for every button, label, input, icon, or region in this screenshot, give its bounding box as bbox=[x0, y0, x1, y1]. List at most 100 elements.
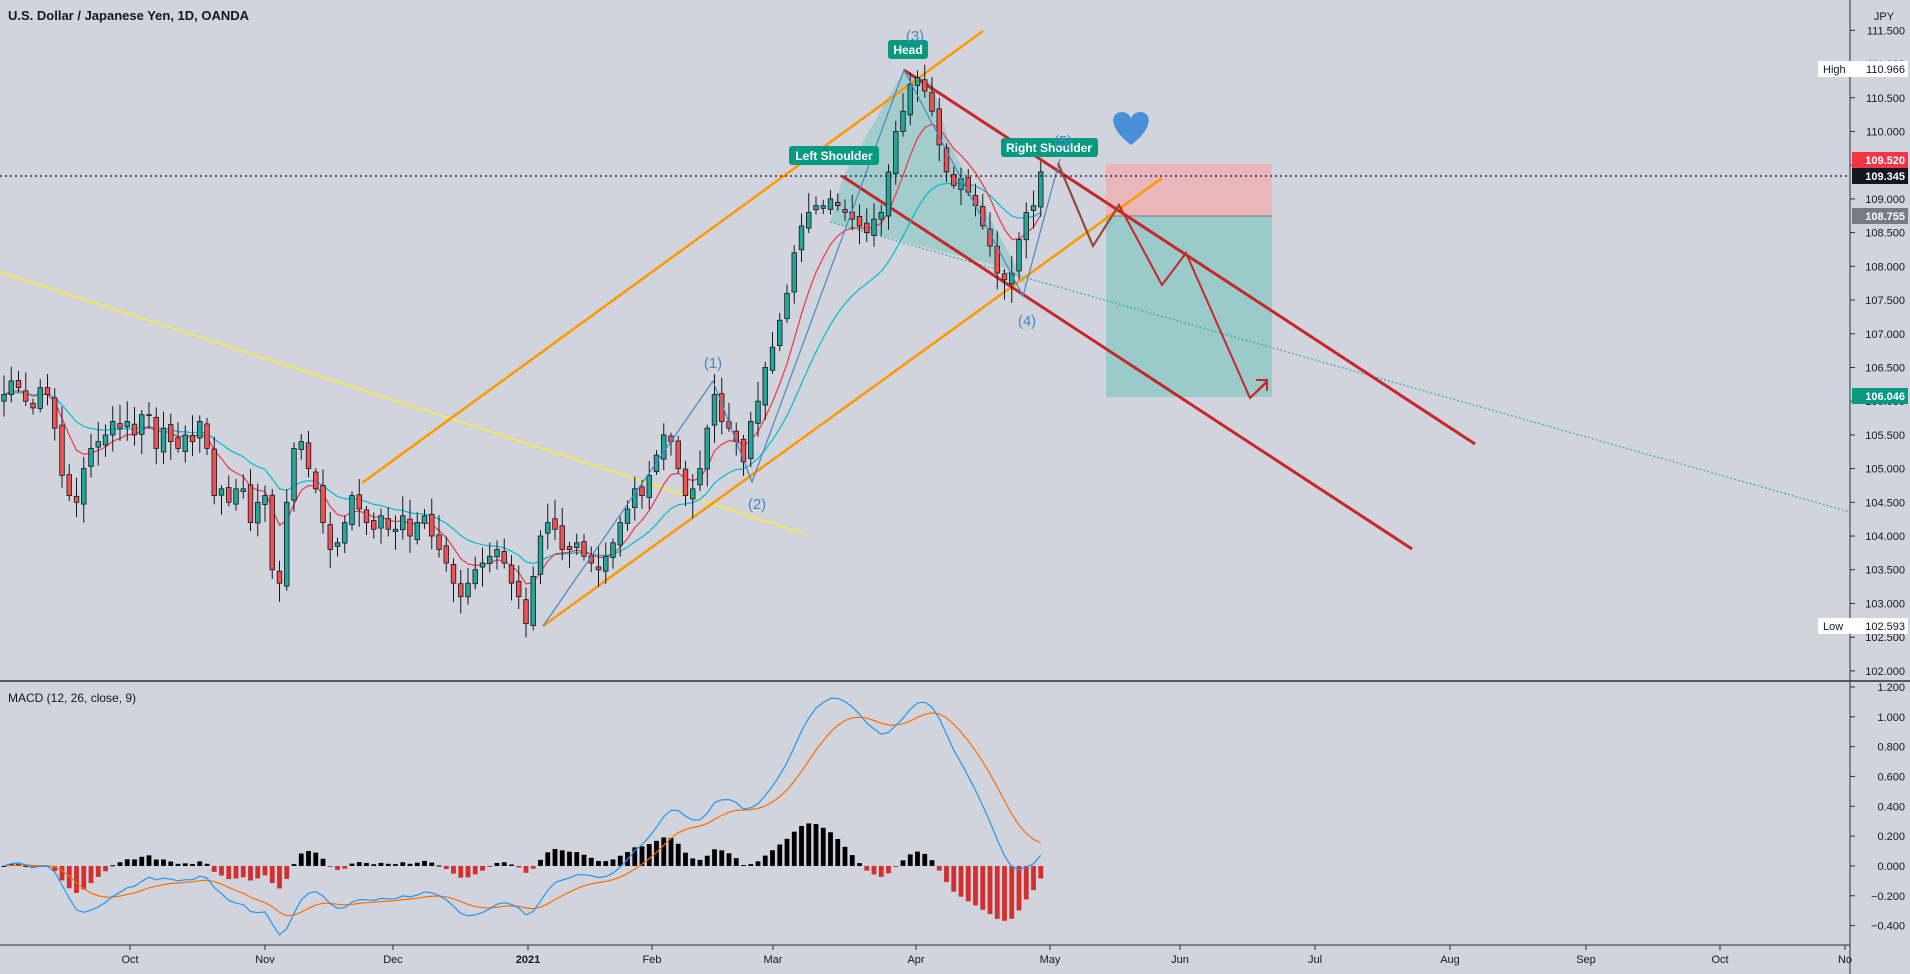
macd-hist-bar bbox=[52, 865, 58, 872]
candle-body bbox=[110, 421, 116, 436]
candle-body bbox=[864, 222, 870, 234]
macd-title[interactable]: MACD (12, 26, close, 9) bbox=[8, 691, 136, 705]
price-tick-label: 106.500 bbox=[1865, 362, 1905, 374]
macd-hist-bar bbox=[567, 851, 572, 866]
macd-line[interactable] bbox=[3, 697, 1042, 936]
yellow-trendline[interactable] bbox=[0, 271, 806, 535]
time-tick-label: Feb bbox=[643, 954, 662, 966]
time-tick-label: Aug bbox=[1440, 954, 1460, 966]
macd-hist-bar bbox=[443, 865, 449, 869]
candle-body bbox=[516, 580, 522, 598]
macd-hist-bar bbox=[480, 865, 485, 871]
candle-body bbox=[23, 390, 29, 402]
macd-hist-bar bbox=[103, 865, 108, 872]
candle-body bbox=[871, 218, 877, 236]
candle-body bbox=[52, 397, 58, 429]
stop-loss-zone[interactable] bbox=[1106, 164, 1272, 216]
macd-hist-bar bbox=[828, 832, 833, 866]
price-tick-label: 105.500 bbox=[1865, 430, 1905, 442]
channel-upper-orange[interactable] bbox=[361, 29, 984, 485]
svg-text:Low: Low bbox=[1823, 621, 1843, 633]
channel-lower-red[interactable] bbox=[841, 174, 1413, 551]
macd-hist-bar bbox=[88, 865, 94, 884]
price-tick-label: 103.500 bbox=[1865, 565, 1905, 577]
price-axis[interactable]: 111.500111.000110.500110.000109.500109.0… bbox=[1850, 25, 1905, 678]
macd-hist-bar bbox=[755, 861, 761, 866]
take-profit-zone[interactable] bbox=[1106, 216, 1272, 397]
price-tick-label: 102.500 bbox=[1865, 632, 1905, 644]
candle-body bbox=[255, 501, 261, 524]
candle-body bbox=[211, 448, 217, 496]
macd-hist-bar bbox=[574, 852, 580, 866]
macd-hist-bar bbox=[385, 863, 391, 866]
macd-signal-line[interactable] bbox=[3, 712, 1042, 917]
channel-upper-red[interactable] bbox=[903, 68, 1476, 446]
macd-axis[interactable]: 1.200 1.000 0.800 0.600 0.400 0.200 0.000 −0.20… bbox=[1850, 682, 1905, 933]
neckline-extension[interactable] bbox=[829, 221, 1851, 513]
candle-body bbox=[929, 92, 935, 112]
head-label[interactable]: Head bbox=[888, 40, 928, 59]
candle-body bbox=[15, 380, 22, 389]
macd-histogram[interactable] bbox=[1, 823, 1044, 921]
elliott-wave-path[interactable] bbox=[542, 68, 1061, 627]
left-shoulder-label[interactable]: Left Shoulder bbox=[789, 146, 879, 165]
macd-hist-bar bbox=[197, 861, 203, 866]
candle-body bbox=[124, 421, 130, 428]
candle-body bbox=[813, 205, 819, 211]
svg-text:106.046: 106.046 bbox=[1865, 391, 1905, 403]
macd-hist-bar bbox=[545, 852, 551, 866]
candle-body bbox=[755, 400, 761, 424]
macd-hist-bar bbox=[675, 843, 681, 866]
candle-body bbox=[356, 494, 362, 510]
candle-body bbox=[682, 468, 689, 496]
candle-body bbox=[429, 513, 435, 537]
projected-path-first-leg[interactable] bbox=[1057, 162, 1120, 249]
macd-hist-bar bbox=[596, 860, 601, 866]
right-shoulder-label[interactable]: Right Shoulder bbox=[1001, 138, 1098, 157]
time-axis[interactable]: Oct Nov Dec 2021 Feb Mar Apr May Jun Jul Aug Sep Oct… bbox=[121, 945, 1852, 966]
candle-body bbox=[204, 423, 210, 449]
candle-body bbox=[465, 582, 471, 598]
macd-hist-bar bbox=[248, 865, 253, 881]
candle-body bbox=[552, 518, 558, 530]
price-tick-label: 108.500 bbox=[1865, 228, 1905, 240]
macd-hist-bar bbox=[277, 865, 282, 889]
macd-hist-bar bbox=[487, 865, 493, 867]
macd-hist-bar bbox=[436, 865, 442, 867]
macd-hist-bar bbox=[886, 865, 891, 874]
macd-hist-bar bbox=[1038, 865, 1044, 879]
candle-body bbox=[719, 393, 725, 422]
macd-hist-bar bbox=[175, 863, 181, 866]
candle-body bbox=[298, 441, 304, 450]
candle-body bbox=[951, 174, 957, 186]
macd-hist-bar bbox=[168, 861, 174, 866]
macd-hist-bar bbox=[733, 858, 739, 866]
macd-hist-bar bbox=[712, 849, 717, 866]
candle-body bbox=[81, 468, 87, 505]
candle-body bbox=[1023, 211, 1029, 241]
candle-body bbox=[443, 545, 449, 564]
macd-hist-bar bbox=[770, 850, 775, 866]
candle-body bbox=[559, 525, 565, 550]
time-tick-label: May bbox=[1040, 954, 1061, 966]
svg-text:110.966: 110.966 bbox=[1866, 64, 1905, 76]
channel-lower-orange[interactable] bbox=[542, 176, 1163, 628]
time-tick-label: Nov bbox=[255, 954, 275, 966]
candle-body bbox=[806, 211, 812, 229]
macd-tick-label: 1.000 bbox=[1877, 712, 1905, 724]
candle-body bbox=[487, 555, 493, 564]
candle-body bbox=[566, 546, 573, 550]
candle-body bbox=[624, 508, 631, 524]
candlestick-series[interactable] bbox=[1, 64, 1044, 638]
candle-body bbox=[1016, 238, 1022, 272]
macd-hist-bar bbox=[364, 862, 369, 866]
macd-hist-bar bbox=[284, 865, 290, 879]
candle-body bbox=[878, 211, 884, 220]
macd-hist-bar bbox=[451, 865, 456, 874]
candle-body bbox=[537, 535, 544, 575]
head-shoulders-shape[interactable] bbox=[830, 70, 1029, 290]
moving-average-slow[interactable] bbox=[3, 182, 1042, 565]
macd-hist-bar bbox=[893, 865, 899, 867]
symbol-title[interactable]: U.S. Dollar / Japanese Yen, 1D, OANDA bbox=[8, 8, 250, 23]
